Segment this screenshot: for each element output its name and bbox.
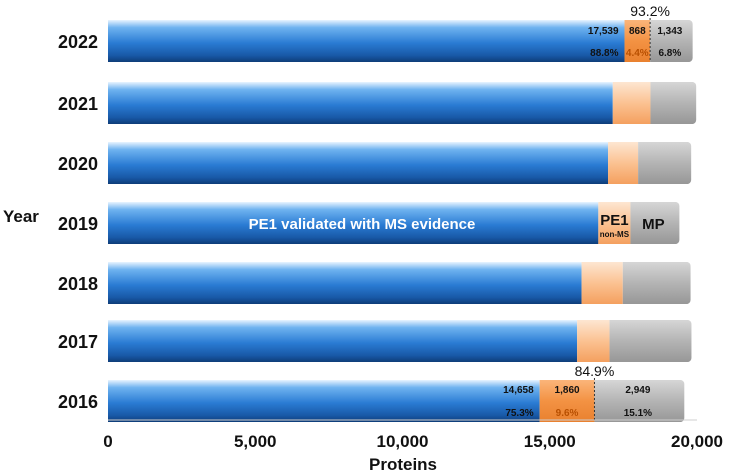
bar-segment-2018-mp [622, 262, 688, 304]
bar-segment-2017-mp [609, 320, 689, 362]
bar-endcap-2018 [682, 262, 691, 304]
bar-row-2016 [108, 380, 685, 422]
x-tick-label: 0 [103, 432, 112, 451]
bar-endcap-2017 [683, 320, 692, 362]
count-mp-2016: 2,949 [625, 385, 650, 396]
count-pe1-2022: 868 [629, 26, 646, 37]
bar-segment-2016-ms [108, 380, 540, 422]
year-label-2016: 2016 [58, 392, 98, 412]
bar-endcap-2019 [671, 202, 680, 244]
pct-mp-2022: 6.8% [658, 48, 681, 59]
year-label-2021: 2021 [58, 94, 98, 114]
bar-segment-2019-pe1 [598, 202, 631, 244]
bar-segment-2022-mp [650, 20, 690, 62]
count-mp-2022: 1,343 [657, 26, 682, 37]
count-pe1-2016: 1,860 [555, 385, 580, 396]
pct-ms-2016: 75.3% [505, 408, 533, 419]
bar-row-2019 [108, 202, 680, 244]
count-ms-2022: 17,539 [588, 26, 619, 37]
total-percent-label-2016: 84.9% [575, 363, 615, 379]
year-label-2017: 2017 [58, 332, 98, 352]
year-label-2022: 2022 [58, 32, 98, 52]
bar-endcap-2021 [688, 82, 697, 124]
bar-segment-2016-pe1 [539, 380, 595, 422]
bar-segment-2016-mp [594, 380, 682, 422]
bar-endcap-2022 [684, 20, 693, 62]
bar-segment-2020-mp [638, 142, 689, 184]
x-tick-label: 10,000 [377, 432, 429, 451]
x-tick-label: 20,000 [671, 432, 723, 451]
pct-pe1-2022: 4.4% [626, 48, 649, 59]
bar-row-2017 [108, 320, 692, 362]
bar-segment-2020-pe1 [608, 142, 639, 184]
total-percent-label-2022: 93.2% [630, 3, 670, 19]
legend-label-ms: PE1 validated with MS evidence [249, 216, 476, 233]
bar-segment-2018-ms [108, 262, 582, 304]
bars-layer [108, 20, 697, 422]
bar-endcap-2020 [683, 142, 692, 184]
x-axis-label: Proteins [369, 455, 437, 474]
y-axis-label: Year [3, 207, 39, 226]
bar-segment-2017-ms [108, 320, 578, 362]
legend-label-mp: MP [642, 216, 665, 233]
bar-row-2020 [108, 142, 692, 184]
bar-segment-2021-pe1 [612, 82, 651, 124]
year-label-2020: 2020 [58, 154, 98, 174]
bar-segment-2021-ms [108, 82, 613, 124]
bar-endcap-2016 [676, 380, 685, 422]
bar-segment-2022-pe1 [624, 20, 651, 62]
year-label-2018: 2018 [58, 274, 98, 294]
bar-segment-2017-pe1 [577, 320, 610, 362]
labels-layer: 2022 2021 2020 2019 2018 2017 2016 84.9% 14,658 7… [58, 3, 683, 422]
bar-segment-2021-mp [650, 82, 694, 124]
x-tick-label: 5,000 [234, 432, 277, 451]
bar-segment-2018-pe1 [581, 262, 623, 304]
bar-segment-2019-mp [630, 202, 677, 244]
bar-row-2018 [108, 262, 691, 304]
pct-pe1-2016: 9.6% [556, 408, 579, 419]
bar-segment-2022-ms [108, 20, 625, 62]
pct-mp-2016: 15.1% [624, 408, 652, 419]
x-tick-labels: 0 5,000 10,000 15,000 20,000 [103, 432, 723, 451]
pct-ms-2022: 88.8% [590, 48, 618, 59]
bar-row-2022 [108, 20, 693, 62]
bar-row-2021 [108, 82, 697, 124]
year-label-2019: 2019 [58, 214, 98, 234]
legend-label-pe1-sub: non-MS [600, 230, 630, 239]
count-ms-2016: 14,658 [503, 385, 534, 396]
bar-segment-2019-ms [108, 202, 599, 244]
legend-label-pe1: PE1 [600, 212, 628, 229]
x-tick-label: 15,000 [524, 432, 576, 451]
bar-segment-2020-ms [108, 142, 609, 184]
